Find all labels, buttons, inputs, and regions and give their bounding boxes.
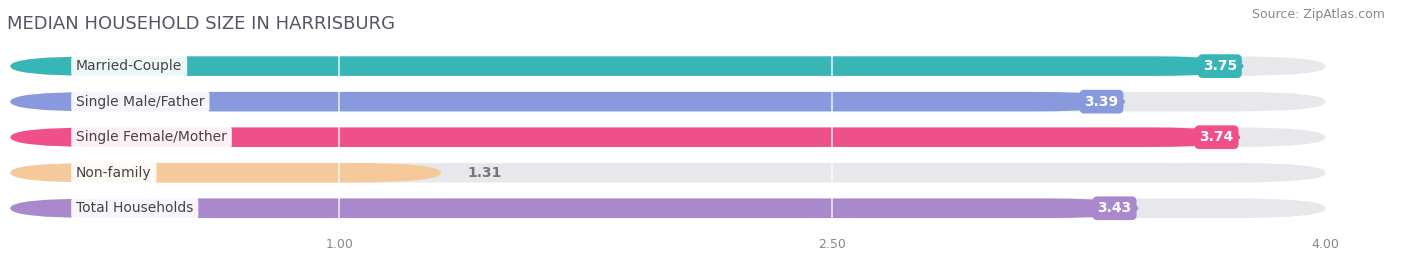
Text: 3.43: 3.43	[1098, 201, 1132, 215]
FancyBboxPatch shape	[10, 56, 1243, 76]
Text: 1.31: 1.31	[467, 166, 502, 180]
FancyBboxPatch shape	[10, 128, 1326, 147]
FancyBboxPatch shape	[10, 199, 1139, 218]
FancyBboxPatch shape	[10, 128, 1240, 147]
Text: Married-Couple: Married-Couple	[76, 59, 183, 73]
Text: 3.74: 3.74	[1199, 130, 1233, 144]
Text: MEDIAN HOUSEHOLD SIZE IN HARRISBURG: MEDIAN HOUSEHOLD SIZE IN HARRISBURG	[7, 15, 395, 33]
FancyBboxPatch shape	[10, 163, 441, 182]
FancyBboxPatch shape	[10, 92, 1125, 111]
Text: Total Households: Total Households	[76, 201, 194, 215]
Text: 3.39: 3.39	[1084, 95, 1119, 109]
Text: 3.75: 3.75	[1202, 59, 1237, 73]
FancyBboxPatch shape	[10, 199, 1326, 218]
FancyBboxPatch shape	[10, 163, 1326, 182]
Text: Single Male/Father: Single Male/Father	[76, 95, 205, 109]
FancyBboxPatch shape	[10, 92, 1326, 111]
Text: Source: ZipAtlas.com: Source: ZipAtlas.com	[1251, 8, 1385, 21]
Text: Non-family: Non-family	[76, 166, 152, 180]
Text: Single Female/Mother: Single Female/Mother	[76, 130, 226, 144]
FancyBboxPatch shape	[10, 56, 1326, 76]
